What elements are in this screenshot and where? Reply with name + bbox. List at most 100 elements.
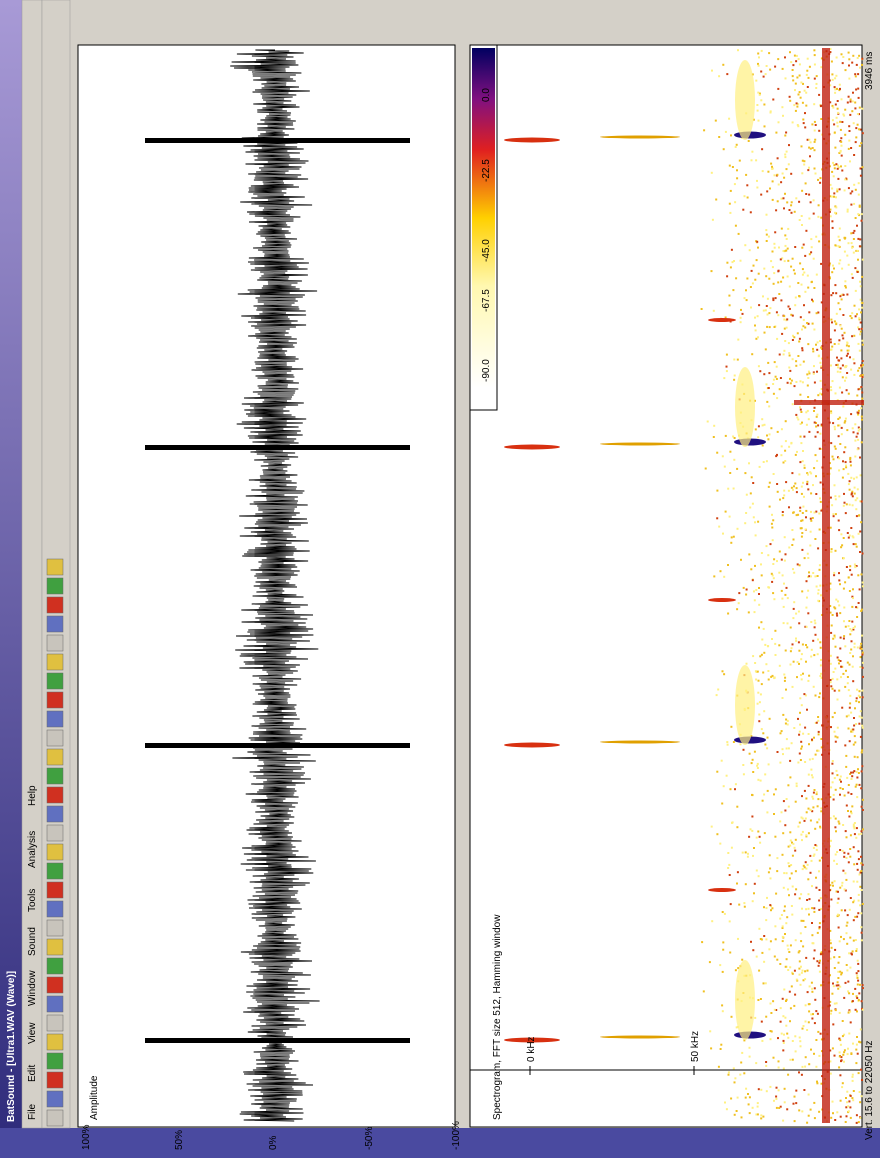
noise-dot xyxy=(801,643,804,646)
toolbar-button[interactable] xyxy=(46,1071,64,1089)
toolbar-button[interactable] xyxy=(46,672,64,690)
menu-item[interactable]: Help xyxy=(27,785,38,806)
toolbar-button[interactable] xyxy=(46,1014,64,1032)
toolbar-button[interactable] xyxy=(46,881,64,899)
noise-dot xyxy=(760,938,763,941)
noise-dot xyxy=(803,495,805,498)
noise-dot xyxy=(804,182,807,185)
noise-dot xyxy=(816,1012,819,1015)
toolbar-button[interactable] xyxy=(46,976,64,994)
noise-dot xyxy=(842,405,845,408)
toolbar-button[interactable] xyxy=(46,1052,64,1070)
noise-dot xyxy=(838,1051,841,1054)
toolbar-button[interactable] xyxy=(46,995,64,1013)
toolbar-button[interactable] xyxy=(46,767,64,785)
noise-dot xyxy=(858,367,861,370)
toolbar-button[interactable] xyxy=(46,1033,64,1051)
toolbar-button[interactable] xyxy=(46,634,64,652)
toolbar-button[interactable] xyxy=(46,957,64,975)
noise-dot xyxy=(834,645,837,648)
menu-item[interactable]: Sound xyxy=(27,927,38,956)
noise-dot xyxy=(851,1097,854,1100)
noise-dot xyxy=(736,871,739,874)
toolbar-button[interactable] xyxy=(46,729,64,747)
menu-item[interactable]: Analysis xyxy=(27,831,38,868)
noise-dot xyxy=(754,329,757,332)
noise-dot xyxy=(849,113,852,116)
toolbar-button[interactable] xyxy=(46,691,64,709)
noise-dot xyxy=(852,358,855,361)
noise-dot xyxy=(842,293,845,296)
noise-dot xyxy=(805,908,808,911)
noise-dot xyxy=(820,810,823,813)
toolbar-button[interactable] xyxy=(46,900,64,918)
noise-dot xyxy=(808,898,811,901)
noise-dot xyxy=(794,838,797,841)
noise-dot xyxy=(785,738,788,741)
menu-item[interactable]: View xyxy=(27,1022,38,1044)
noise-dot xyxy=(763,651,766,654)
noise-dot xyxy=(851,490,854,493)
noise-dot xyxy=(840,293,843,296)
noise-dot xyxy=(841,884,844,887)
noise-dot xyxy=(797,418,800,421)
noise-dot xyxy=(850,527,853,529)
noise-dot xyxy=(833,859,836,862)
noise-dot xyxy=(847,810,849,812)
toolbar-button[interactable] xyxy=(46,615,64,633)
menu-item[interactable]: File xyxy=(27,1103,38,1120)
toolbar-button[interactable] xyxy=(46,710,64,728)
toolbar-button[interactable] xyxy=(46,653,64,671)
noise-dot xyxy=(765,919,768,922)
noise-dot xyxy=(856,983,859,986)
toolbar-button[interactable] xyxy=(46,596,64,614)
toolbar-button[interactable] xyxy=(46,843,64,861)
menu-item[interactable]: Window xyxy=(27,970,38,1006)
noise-dot xyxy=(789,1058,792,1061)
noise-dot xyxy=(837,977,840,979)
noise-dot xyxy=(786,916,789,919)
noise-dot xyxy=(840,780,842,783)
toolbar-button[interactable] xyxy=(46,1090,64,1108)
noise-dot xyxy=(851,730,854,733)
toolbar-button[interactable] xyxy=(46,919,64,937)
toolbar-button[interactable] xyxy=(46,824,64,842)
noise-dot xyxy=(786,275,789,278)
toolbar-button[interactable] xyxy=(46,577,64,595)
menu-item[interactable]: Edit xyxy=(27,1065,38,1082)
noise-dot xyxy=(717,1065,720,1068)
toolbar-button[interactable] xyxy=(46,786,64,804)
noise-dot xyxy=(780,445,783,448)
noise-dot xyxy=(736,805,739,808)
noise-dot xyxy=(808,217,811,220)
noise-dot xyxy=(858,128,861,131)
toolbar-button[interactable] xyxy=(46,862,64,880)
noise-dot xyxy=(849,1021,852,1024)
noise-dot xyxy=(858,144,861,147)
noise-dot xyxy=(801,817,804,820)
noise-dot xyxy=(835,863,838,865)
toolbar-button[interactable] xyxy=(46,558,64,576)
noise-dot xyxy=(750,762,753,765)
toolbar-button[interactable] xyxy=(46,748,64,766)
noise-dot xyxy=(784,933,786,935)
toolbar-button[interactable] xyxy=(46,1109,64,1127)
amplitude-tick-label: 100% xyxy=(81,1124,92,1150)
noise-dot xyxy=(787,227,790,230)
noise-dot xyxy=(788,894,790,897)
noise-dot xyxy=(759,779,762,782)
noise-dot xyxy=(794,304,797,307)
noise-dot xyxy=(807,488,810,491)
noise-dot xyxy=(801,460,804,463)
noise-dot xyxy=(773,272,776,275)
noise-dot xyxy=(812,685,815,688)
noise-dot xyxy=(846,210,849,213)
noise-dot xyxy=(831,119,834,122)
menu-item[interactable]: Tools xyxy=(27,889,38,912)
noise-dot xyxy=(860,642,863,645)
toolbar-button[interactable] xyxy=(46,805,64,823)
noise-dot xyxy=(851,1000,854,1003)
noise-dot xyxy=(792,269,795,272)
toolbar-button[interactable] xyxy=(46,938,64,956)
noise-dot xyxy=(813,49,816,52)
